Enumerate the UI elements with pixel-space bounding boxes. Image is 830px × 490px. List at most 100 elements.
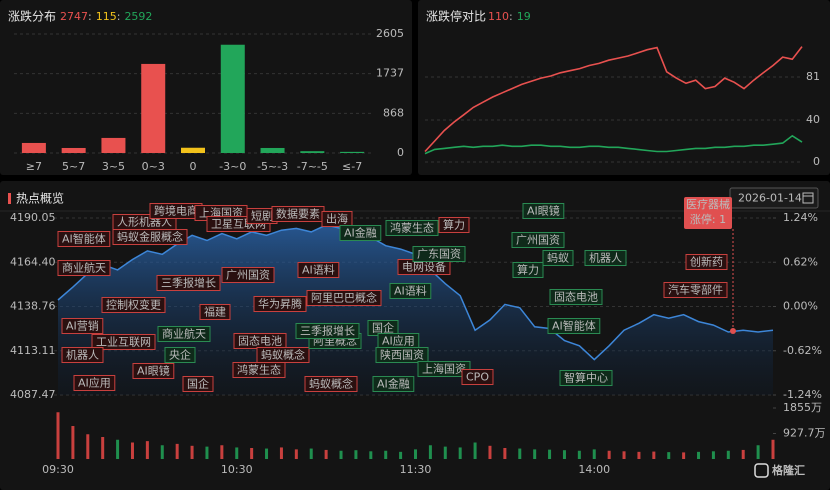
concept-tag[interactable]: 汽车零部件 — [663, 282, 728, 298]
concept-tag[interactable]: 固态电池 — [233, 333, 287, 349]
date-picker[interactable]: 2026-01-14 — [729, 187, 819, 209]
concept-tag[interactable]: 上海国资 — [417, 361, 471, 377]
concept-tag[interactable]: AI金融 — [372, 376, 415, 392]
concept-tag[interactable]: 鸿蒙生态 — [385, 220, 439, 236]
tag-box — [157, 326, 211, 342]
calendar-icon[interactable] — [802, 192, 814, 204]
concept-tag[interactable]: 广州国资 — [221, 267, 275, 283]
volume-bar — [369, 451, 373, 459]
separator: : — [509, 10, 513, 23]
concept-tag[interactable]: 算力 — [438, 217, 470, 233]
concept-tag[interactable]: 固态电池 — [549, 289, 603, 305]
x-tick-label: -7~-5 — [297, 160, 328, 173]
concept-tag[interactable]: 短剧 — [246, 208, 278, 224]
tag-text: AI智能体 — [552, 319, 596, 333]
concept-tag[interactable]: 数据要素 — [271, 206, 325, 222]
y2-tick-label: 1.24% — [783, 211, 818, 224]
concept-tag[interactable]: 蚂蚁概念 — [256, 347, 310, 363]
tag-text: 电网设备 — [402, 260, 446, 274]
concept-tag[interactable]: 控制权变更 — [101, 297, 166, 313]
concept-tag[interactable]: 蚂蚁金服概念 — [112, 229, 188, 245]
concept-tag[interactable]: 蚂蚁 — [542, 250, 574, 266]
y-tick-label: 0 — [813, 155, 820, 168]
bar — [181, 147, 205, 153]
concept-tag[interactable]: AI眼镜 — [132, 363, 175, 379]
concept-tag[interactable]: 商业航天 — [57, 260, 111, 276]
concept-tag[interactable]: CPO — [461, 369, 494, 385]
bar — [340, 151, 365, 153]
bar — [101, 137, 126, 153]
down-count: 19 — [517, 10, 531, 23]
concept-tag[interactable]: 广东国资 — [412, 246, 466, 262]
tag-text: 广州国资 — [226, 269, 270, 282]
callout-detail: 涨停: 1 — [690, 212, 726, 226]
concept-tag[interactable]: 国企 — [182, 376, 214, 392]
tag-text: 固态电池 — [238, 335, 282, 348]
tag-box — [297, 262, 340, 278]
tag-box — [461, 369, 494, 385]
tag-box — [304, 376, 358, 392]
concept-tag[interactable]: 鸿蒙生态 — [232, 362, 286, 378]
y-tick-label: 40 — [806, 113, 820, 126]
concept-tag[interactable]: 三季报增长 — [156, 275, 221, 291]
tag-box — [61, 347, 104, 363]
volume-bar — [220, 445, 224, 459]
tag-text: 固态电池 — [554, 291, 598, 304]
volume-bar — [711, 451, 715, 459]
concept-tag[interactable]: 华为昇腾 — [253, 296, 307, 312]
tag-box — [385, 220, 439, 236]
concept-tag[interactable]: AI智能体 — [547, 318, 601, 334]
tag-text: AI语料 — [302, 263, 335, 277]
x-tick-label: 09:30 — [42, 463, 74, 476]
volume-bar — [190, 445, 194, 459]
volume-bar — [667, 452, 671, 459]
tag-text: 广州国资 — [516, 234, 560, 247]
concept-tag[interactable]: AI金融 — [339, 225, 382, 241]
tag-text: 控制权变更 — [106, 298, 161, 312]
concept-tag[interactable]: 机器人 — [61, 347, 104, 363]
concept-tag[interactable]: 出海 — [321, 211, 353, 227]
tag-text: 跨境电商 — [154, 204, 198, 218]
concept-tag[interactable]: 商业航天 — [157, 326, 211, 342]
concept-tag[interactable]: 算力 — [512, 262, 544, 278]
concept-tag[interactable]: 智算中心 — [559, 370, 613, 386]
tag-text: 国企 — [187, 377, 209, 391]
concept-tag[interactable]: AI语料 — [297, 262, 340, 278]
tag-text: 汽车零部件 — [668, 283, 723, 297]
tag-text: AI金融 — [344, 226, 377, 240]
concept-tag[interactable]: 国企 — [367, 320, 399, 336]
concept-tag[interactable]: 广州国资 — [511, 232, 565, 248]
tag-box — [522, 203, 565, 219]
x-tick-label: 5~7 — [62, 160, 85, 173]
concept-tag[interactable]: AI应用 — [73, 375, 116, 391]
concept-tag[interactable]: 跨境电商 — [149, 203, 203, 219]
concept-tag[interactable]: 电网设备 — [397, 259, 451, 275]
concept-tag[interactable]: 机器人 — [584, 250, 627, 266]
tag-box — [232, 362, 286, 378]
concept-tag[interactable]: 央企 — [164, 347, 196, 363]
concept-tag[interactable]: AI智能体 — [57, 231, 111, 247]
tag-text: 数据要素 — [276, 207, 320, 221]
concept-tag[interactable]: 蚂蚁概念 — [304, 376, 358, 392]
concept-tag[interactable]: AI营销 — [61, 318, 104, 334]
concept-tag[interactable]: 三季报增长 — [295, 323, 360, 339]
volume-bar — [562, 450, 566, 459]
concept-tag[interactable]: 福建 — [199, 304, 231, 320]
concept-tag[interactable]: 阿里巴巴概念 — [306, 290, 382, 306]
tag-box — [584, 250, 627, 266]
volume-bar — [473, 442, 477, 459]
tag-box — [156, 275, 221, 291]
concept-tag[interactable]: 陕西国资 — [375, 347, 429, 363]
watermark-bg — [752, 461, 826, 481]
tag-box — [512, 262, 544, 278]
tag-text: 工业互联网 — [96, 336, 151, 349]
concept-tag[interactable]: 工业互联网 — [91, 334, 156, 350]
concept-tag[interactable]: AI眼镜 — [522, 203, 565, 219]
concept-tag[interactable]: AI应用 — [377, 333, 420, 349]
concept-tag[interactable]: 创新药 — [685, 254, 728, 270]
date[interactable]: 2026-01-14 — [738, 192, 802, 205]
concept-tag[interactable]: AI语料 — [389, 283, 432, 299]
tag-text: 算力 — [443, 218, 465, 232]
y-tick-label: 0 — [397, 146, 404, 159]
tag-text: AI语料 — [394, 284, 427, 298]
